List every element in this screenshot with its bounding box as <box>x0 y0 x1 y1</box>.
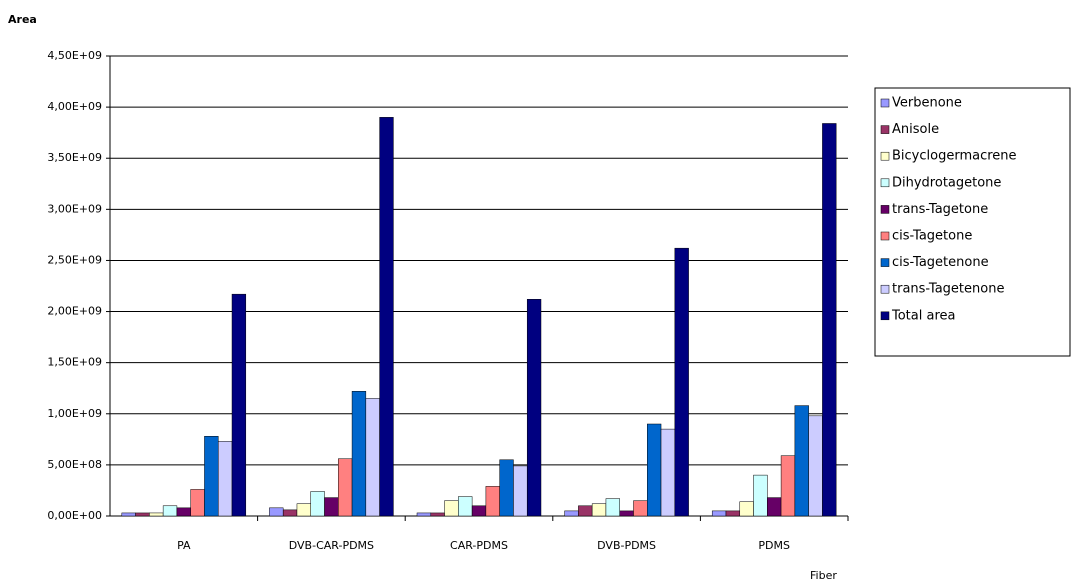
bar <box>338 458 353 517</box>
x-tick-label: CAR-PDMS <box>450 539 508 552</box>
bar <box>674 247 689 517</box>
bar <box>458 496 473 517</box>
legend-label: Dihydrotagetone <box>892 175 1001 190</box>
bar <box>351 391 367 517</box>
x-tick-label: PDMS <box>758 539 790 552</box>
legend-swatch <box>880 178 890 188</box>
bar <box>591 503 607 517</box>
bar <box>365 398 380 517</box>
bar <box>485 486 500 517</box>
legend-label: Verbenone <box>892 96 962 111</box>
legend-swatch <box>880 231 890 241</box>
y-tick-label: 5,00E+08 <box>47 458 102 471</box>
legend-label: trans-Tagetone <box>892 202 988 217</box>
legend-swatch <box>880 98 890 108</box>
legend-swatch <box>880 311 890 321</box>
bar <box>162 505 178 517</box>
bar <box>231 293 247 517</box>
bar <box>711 510 727 517</box>
chart-title: Area <box>8 13 37 26</box>
bar <box>444 500 459 517</box>
bar <box>149 512 164 517</box>
bar <box>808 415 823 517</box>
bar <box>633 500 648 517</box>
bar <box>204 436 219 517</box>
bar <box>324 497 339 517</box>
bar <box>780 455 796 517</box>
bar <box>822 123 837 517</box>
x-tick-label: PA <box>177 539 191 552</box>
y-tick-label: 1,00E+09 <box>47 407 102 420</box>
bar <box>121 512 136 517</box>
bar <box>767 497 782 517</box>
bar <box>578 505 593 517</box>
x-axis-label: Fiber <box>810 569 837 582</box>
y-tick-label: 0,00E+00 <box>47 509 102 522</box>
y-tick-label: 4,00E+09 <box>47 100 102 113</box>
bar <box>176 507 191 517</box>
bar <box>739 501 754 517</box>
bar <box>430 512 445 517</box>
bar <box>282 509 298 517</box>
bar <box>379 117 394 517</box>
bar <box>416 512 432 517</box>
bar <box>217 441 233 517</box>
bar <box>564 510 579 517</box>
bar <box>135 512 150 517</box>
y-tick-label: 4,50E+09 <box>47 49 102 62</box>
bar <box>499 459 514 517</box>
y-tick-label: 2,50E+09 <box>47 253 102 266</box>
legend-swatch <box>880 151 890 161</box>
bar <box>310 491 325 517</box>
legend-label: cis-Tagetone <box>892 229 972 244</box>
bar <box>753 474 768 517</box>
bar <box>660 428 676 517</box>
bar <box>471 505 487 517</box>
x-tick-label: DVB-CAR-PDMS <box>289 539 374 552</box>
bar <box>269 507 284 517</box>
legend-label: Bicyclogermacrene <box>892 149 1017 164</box>
y-tick-label: 1,50E+09 <box>47 356 102 369</box>
bar <box>619 510 634 517</box>
legend: Verbenone Anisole Bicyclogermacrene Dihydro… <box>874 87 1071 357</box>
bar <box>647 423 662 517</box>
legend-swatch <box>880 284 890 294</box>
bar <box>605 498 620 517</box>
legend-label: trans-Tagetenone <box>892 282 1004 297</box>
bar <box>725 510 741 517</box>
bar <box>526 299 542 517</box>
legend-swatch <box>880 125 890 134</box>
legend-label: cis-Tagetenone <box>892 255 989 270</box>
bar <box>190 489 205 517</box>
bar <box>794 405 809 517</box>
legend-swatch <box>880 205 890 214</box>
bar <box>513 465 528 517</box>
y-tick-label: 2,00E+09 <box>47 305 102 318</box>
legend-swatch <box>880 258 890 267</box>
bar <box>296 503 311 517</box>
legend-label: Anisole <box>892 122 939 137</box>
x-tick-label: DVB-PDMS <box>597 539 656 552</box>
legend-box <box>874 87 1071 357</box>
y-tick-label: 3,00E+09 <box>47 202 102 215</box>
legend-label: Total area <box>891 308 955 323</box>
y-tick-label: 3,50E+09 <box>47 151 102 164</box>
